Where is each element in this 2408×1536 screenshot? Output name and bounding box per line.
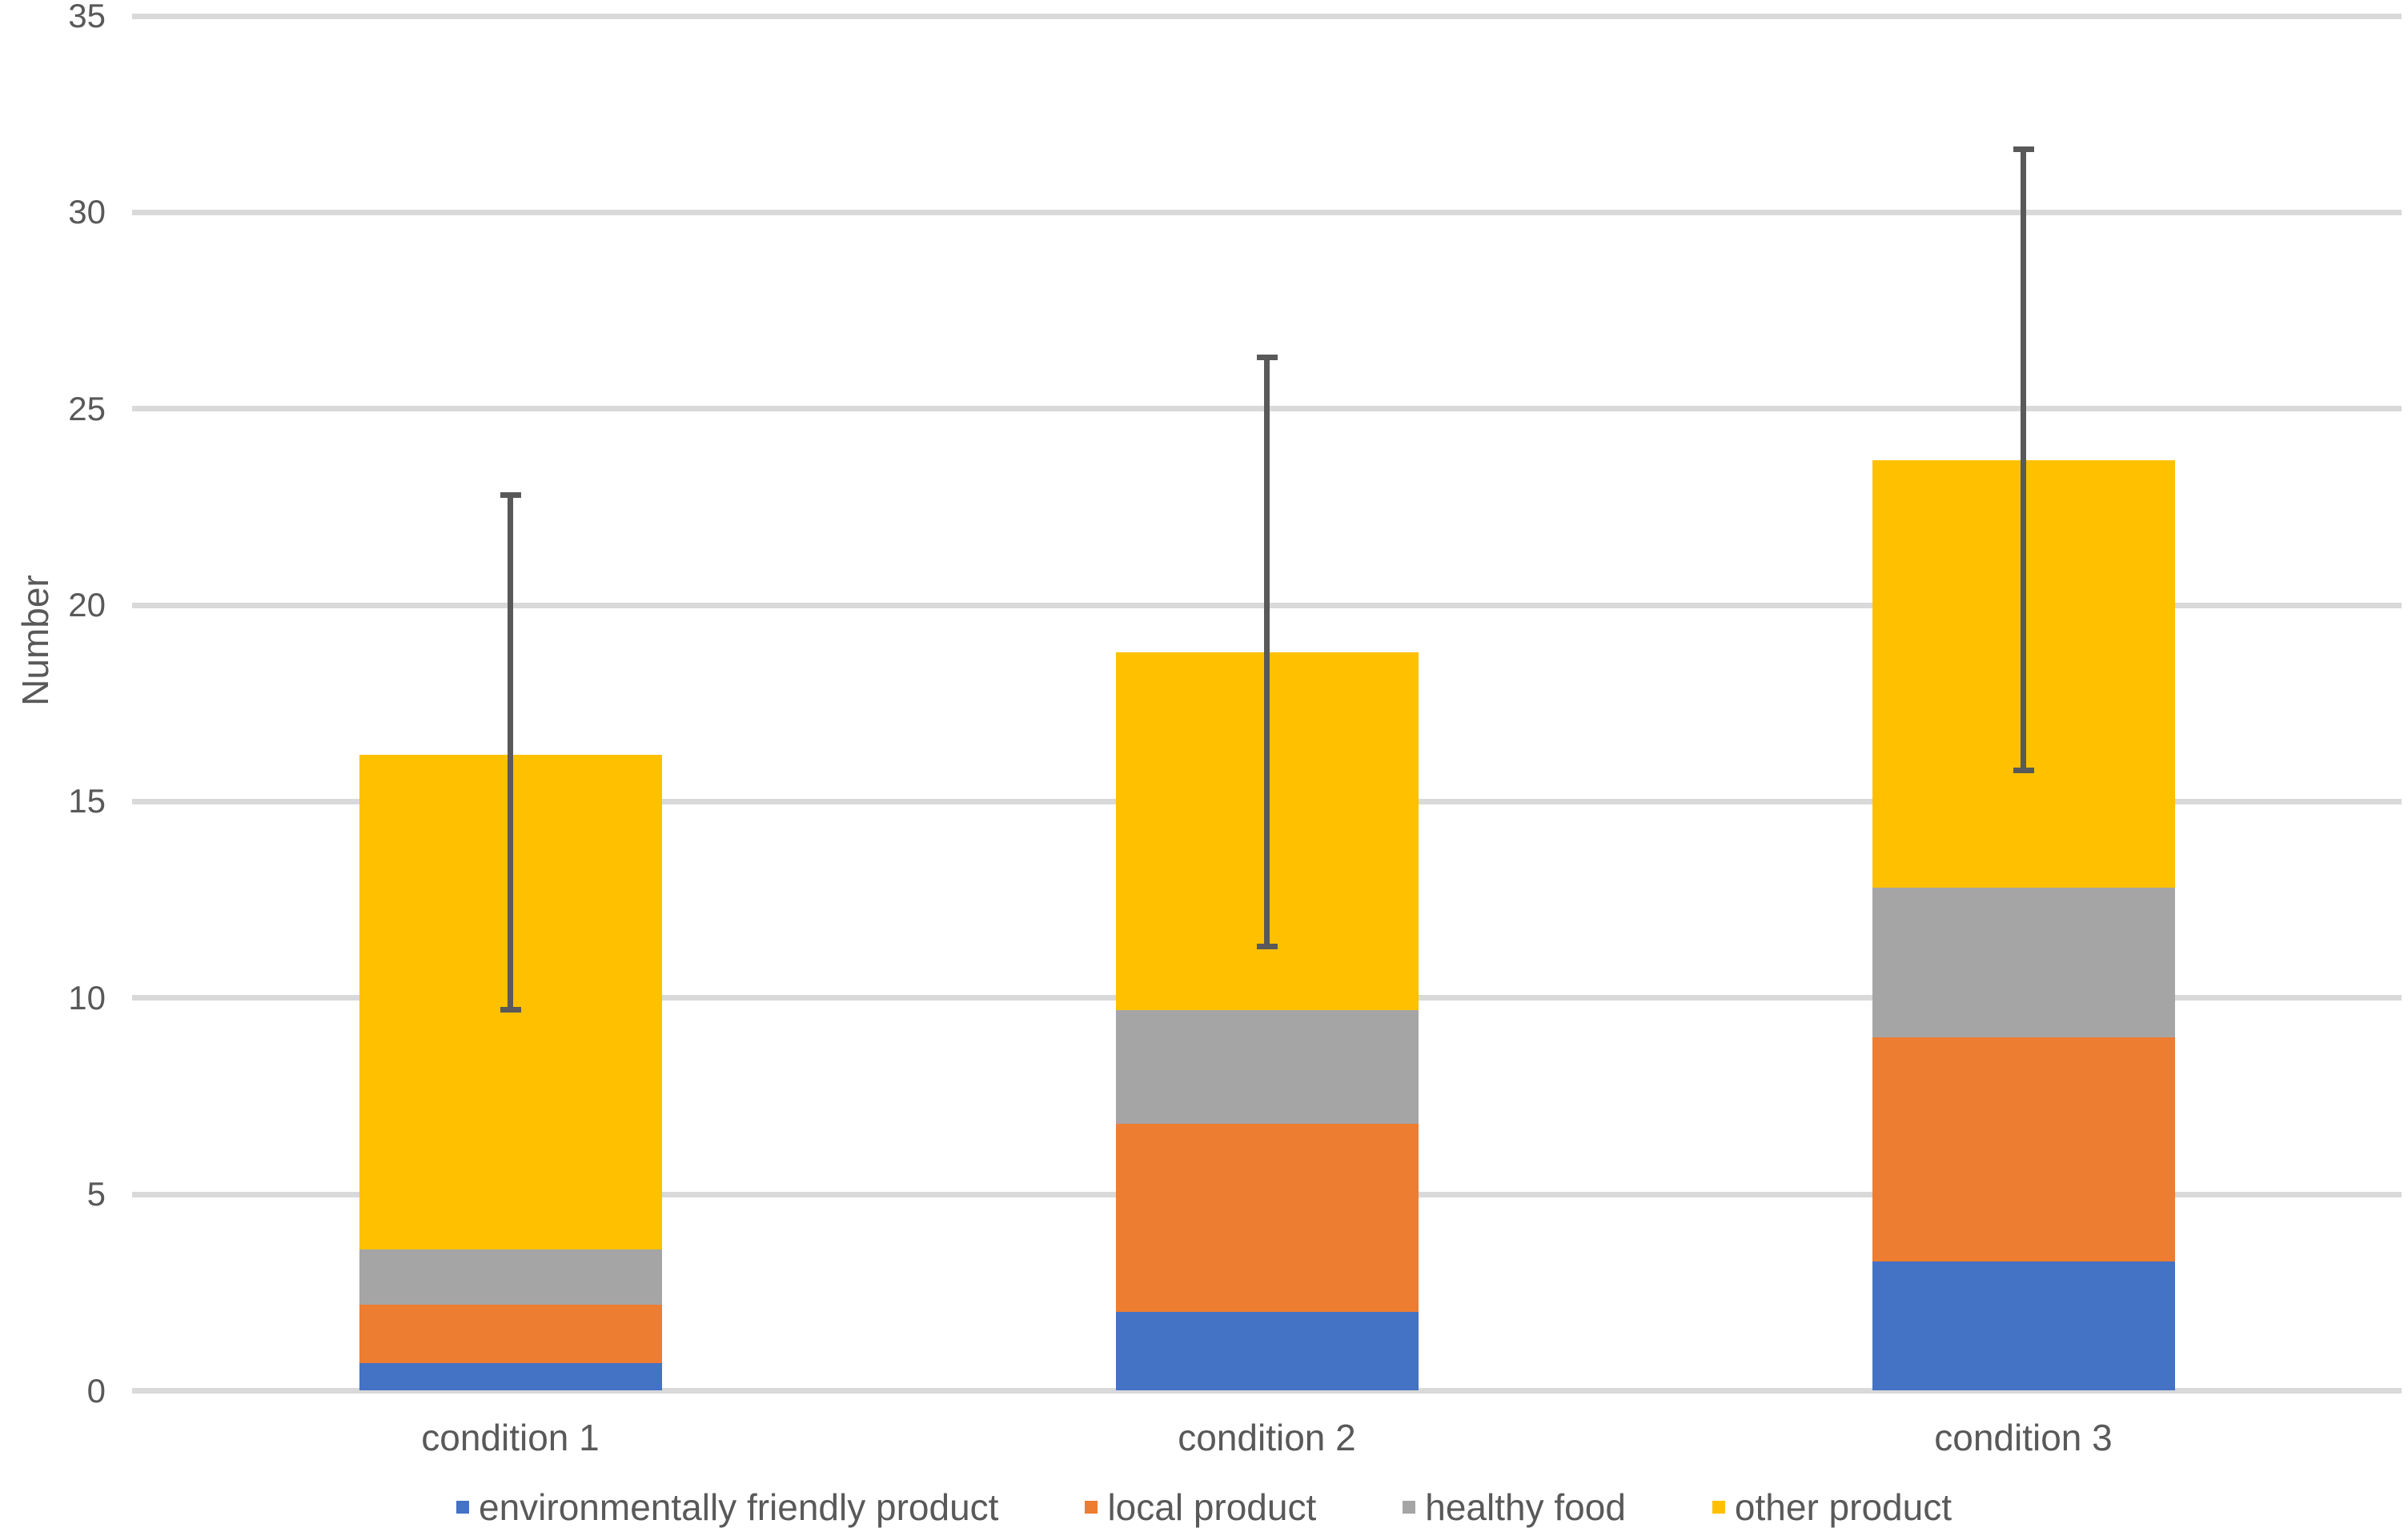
y-tick-label-5: 5	[86, 1175, 106, 1213]
legend-swatch-icon	[1085, 1501, 1098, 1514]
y-axis-title: Number	[14, 575, 56, 706]
bar-segment-local-product	[1115, 1123, 1419, 1313]
bar-segment-healthy-food	[1115, 1009, 1419, 1124]
legend-swatch-icon	[1712, 1501, 1725, 1514]
legend-item-healthy-food: healthy food	[1403, 1486, 1626, 1529]
error-bar-cap-top	[2013, 146, 2034, 153]
y-tick-label-25: 25	[68, 389, 106, 427]
gridline-y-30	[132, 209, 2402, 215]
legend-label: healthy food	[1425, 1486, 1626, 1528]
bar-segment-local-product	[1872, 1037, 2175, 1261]
y-tick-label-35: 35	[68, 0, 106, 34]
error-bar-line	[1264, 357, 1270, 947]
legend-label: other product	[1734, 1486, 1952, 1528]
bar-segment-healthy-food	[1872, 888, 2175, 1037]
legend-item-other-product: other product	[1712, 1486, 1952, 1529]
legend-label: local product	[1107, 1486, 1317, 1528]
bar-segment-local-product	[359, 1304, 662, 1364]
y-tick-label-10: 10	[68, 978, 106, 1017]
error-bar-cap-bottom	[1256, 944, 1278, 950]
bar-segment-healthy-food	[359, 1249, 662, 1305]
y-tick-label-0: 0	[86, 1371, 106, 1410]
error-bar-line	[508, 495, 513, 1010]
x-category-label: condition 3	[1934, 1417, 2113, 1458]
y-tick-label-20: 20	[68, 586, 106, 624]
x-category-label: condition 2	[1178, 1417, 1356, 1458]
y-tick-label-15: 15	[68, 782, 106, 820]
bar-segment-environmentally-friendly-product	[1872, 1261, 2175, 1391]
bar-segment-environmentally-friendly-product	[359, 1363, 662, 1391]
gridline-y-35	[132, 13, 2402, 19]
x-category-label: condition 1	[421, 1417, 600, 1458]
error-bar-cap-top	[1256, 355, 1278, 361]
error-bar-line	[2021, 149, 2026, 771]
error-bar-cap-bottom	[2013, 767, 2034, 773]
bar-segment-environmentally-friendly-product	[1115, 1312, 1419, 1391]
legend-label: environmentally friendly product	[479, 1486, 999, 1528]
legend-swatch-icon	[456, 1501, 469, 1514]
y-tick-label-30: 30	[68, 193, 106, 231]
legend: environmentally friendly product local pr…	[0, 1482, 2408, 1532]
legend-item-environmentally-friendly-product: environmentally friendly product	[456, 1486, 998, 1529]
legend-item-local-product: local product	[1085, 1486, 1316, 1529]
error-bar-cap-bottom	[500, 1007, 521, 1013]
gridline-y-0	[132, 1388, 2402, 1394]
legend-swatch-icon	[1403, 1501, 1416, 1514]
error-bar-cap-top	[500, 492, 521, 499]
